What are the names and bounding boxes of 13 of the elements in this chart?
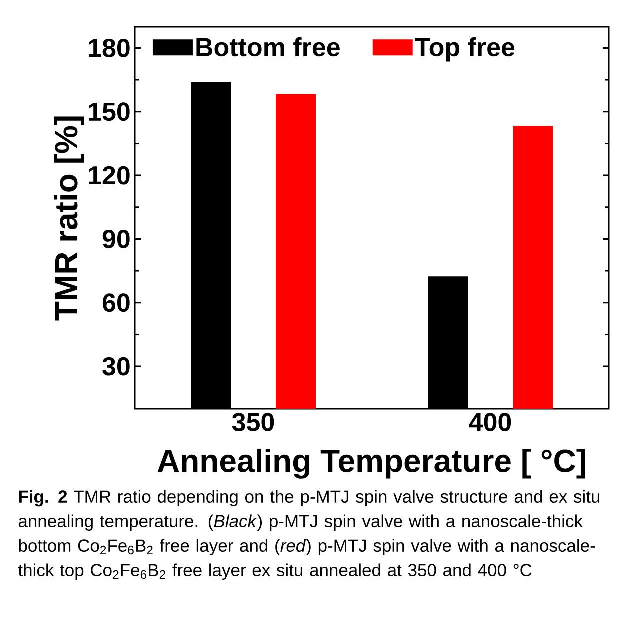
y-tick-label: 150 xyxy=(89,102,130,122)
legend-label: Bottom free xyxy=(196,37,340,57)
y-tick-label: 30 xyxy=(102,357,130,376)
x-axis-title: Annealing Temperature [ °C] xyxy=(158,448,586,479)
y-tick-label: 120 xyxy=(89,166,130,185)
y-tick-label: 60 xyxy=(102,294,130,312)
x-tick-label: 350 xyxy=(232,413,274,432)
y-tick-label: 180 xyxy=(89,39,130,58)
y-tick-label: 90 xyxy=(102,230,130,248)
x-tick-label: 400 xyxy=(469,413,512,432)
y-axis-title: TMR ratio [%] xyxy=(54,116,84,321)
text: Fig. 2 TMR ratio depending on the p-MTJ spin valve structure and ex situ annealing temperature. (Black) p-MTJ spin valve with a nanoscale-thick bottom Co$_{2}$Fe$_{6}$B$_{2}$ free layer and (red) p-MTJ spin valve with a nanoscale-thick top Co$_{2}$Fe$_{6}$B$_{2}$ free layer ex situ annealed at 350 and 400 °C xyxy=(18,490,600,580)
legend-label: Top free xyxy=(415,37,515,62)
